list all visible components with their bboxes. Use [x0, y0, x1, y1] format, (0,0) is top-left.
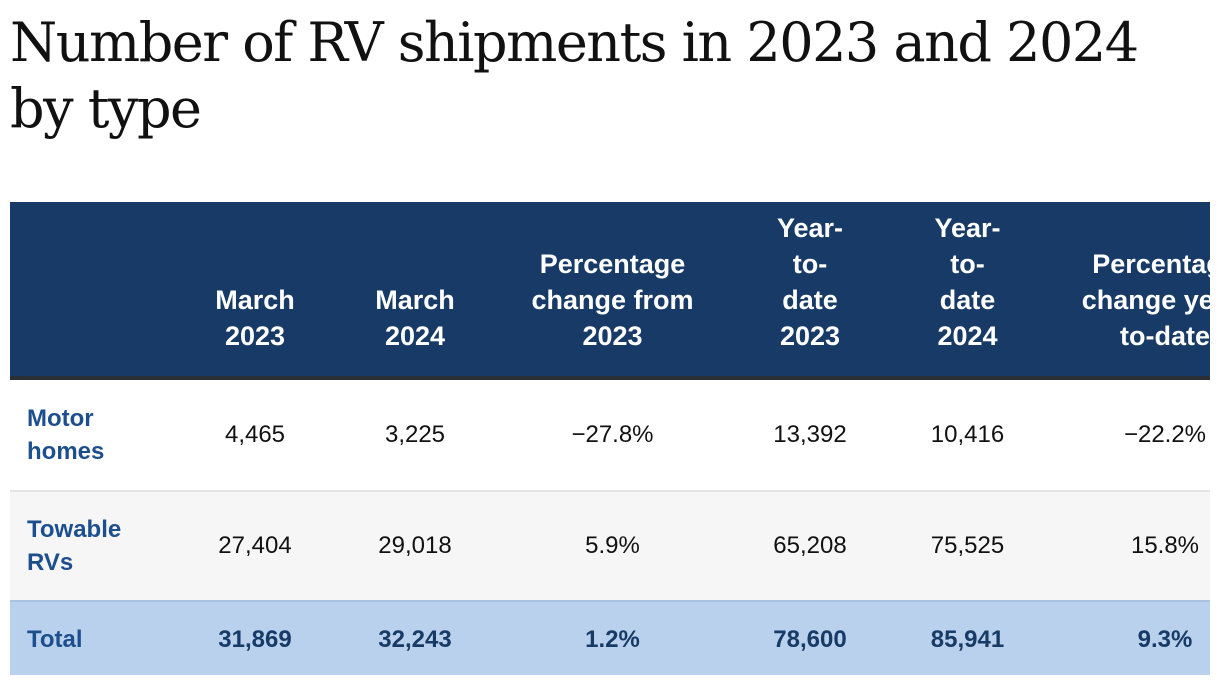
cell: 78,600: [730, 600, 890, 675]
cell: 85,941: [890, 600, 1045, 675]
shipments-table-container[interactable]: March 2023 March 2024 Percentage change …: [10, 202, 1210, 675]
cell: 65,208: [730, 491, 890, 601]
shipments-table: March 2023 March 2024 Percentage change …: [10, 202, 1210, 675]
table-row: Towable RVs 27,404 29,018 5.9% 65,208 75…: [10, 491, 1210, 601]
header-pct-change-2023: Percentage change from 2023: [495, 202, 730, 380]
header-march-2024: March 2024: [335, 202, 495, 380]
table-row: Motor homes 4,465 3,225 −27.8% 13,392 10…: [10, 378, 1210, 492]
cell: 15.8%: [1045, 491, 1210, 601]
cell: 29,018: [335, 491, 495, 601]
page-title: Number of RV shipments in 2023 and 2024 …: [10, 11, 1139, 140]
header-label: [10, 202, 175, 380]
cell: 4,465: [175, 378, 335, 492]
cell: 31,869: [175, 600, 335, 675]
cell: 3,225: [335, 378, 495, 492]
cell: −27.8%: [495, 378, 730, 492]
cell: 32,243: [335, 600, 495, 675]
header-pct-change-ytd: Percentage change year-to-date: [1045, 202, 1210, 380]
cell: 9.3%: [1045, 600, 1210, 675]
cell: 13,392: [730, 378, 890, 492]
header-ytd-2024: Year-to-date 2024: [890, 202, 1045, 380]
cell: 10,416: [890, 378, 1045, 492]
row-label: Towable RVs: [10, 491, 175, 601]
row-label: Motor homes: [10, 378, 175, 492]
table-header-row: March 2023 March 2024 Percentage change …: [10, 202, 1210, 380]
cell: 5.9%: [495, 491, 730, 601]
header-ytd-2023: Year-to-date 2023: [730, 202, 890, 380]
cell: 1.2%: [495, 600, 730, 675]
total-row: Total 31,869 32,243 1.2% 78,600 85,941 9…: [10, 600, 1210, 675]
cell: 75,525: [890, 491, 1045, 601]
cell: −22.2%: [1045, 378, 1210, 492]
header-march-2023: March 2023: [175, 202, 335, 380]
row-label: Total: [10, 600, 175, 675]
cell: 27,404: [175, 491, 335, 601]
